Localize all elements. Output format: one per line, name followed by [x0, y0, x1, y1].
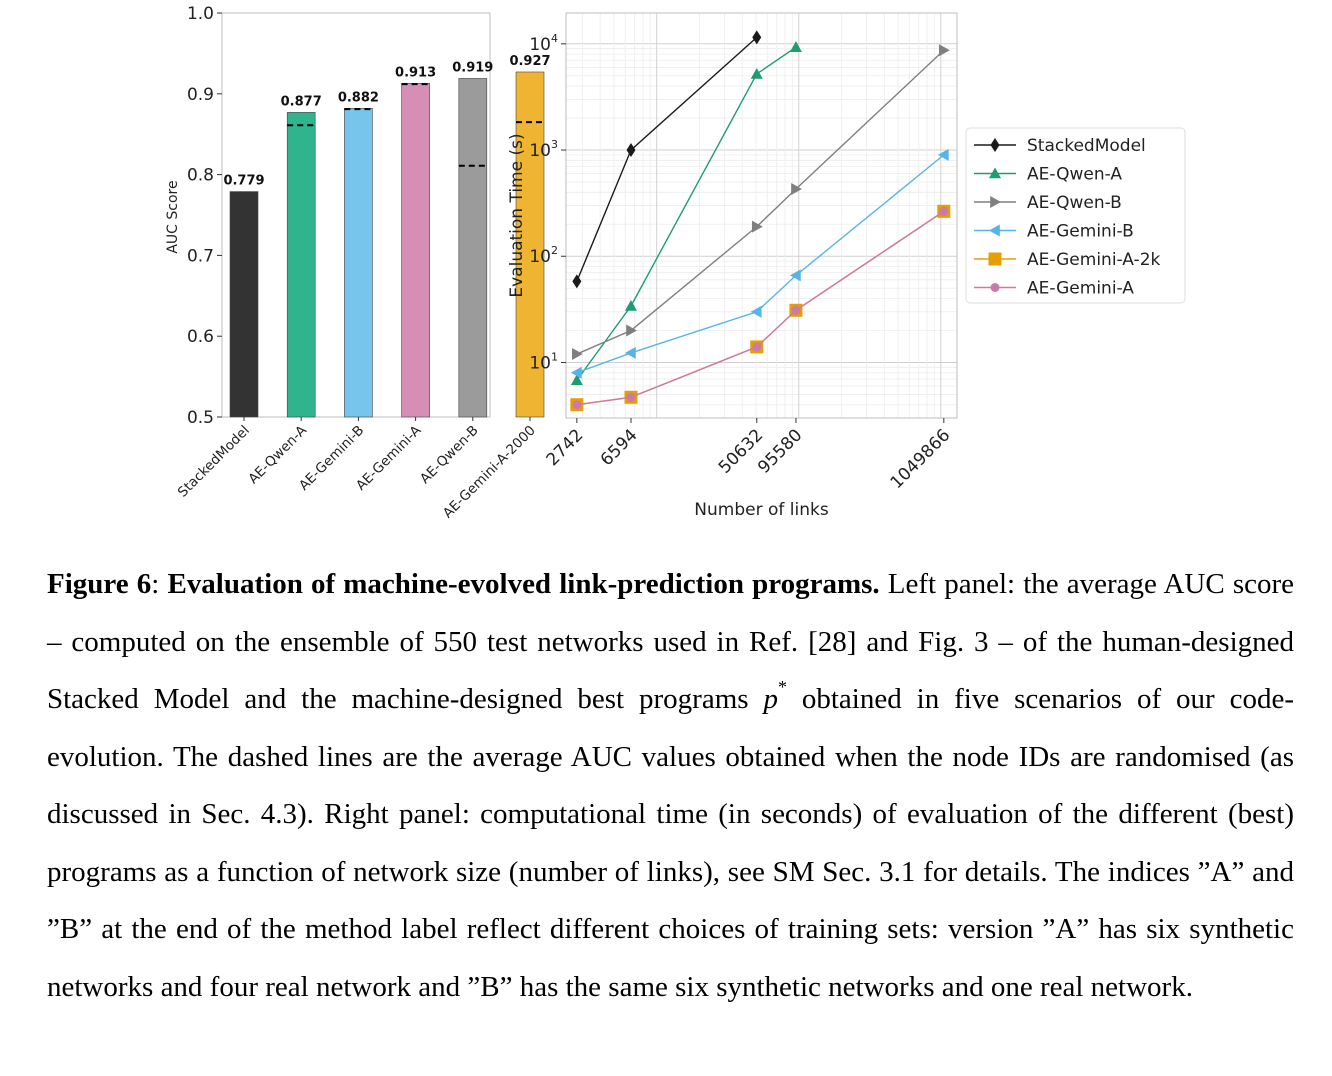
y-tick-exponent: 1 [551, 350, 558, 363]
series-ae-gemini-b [570, 148, 949, 379]
y-axis-label: AUC Score [165, 180, 181, 253]
caption-colon: : [151, 568, 168, 600]
y-tick-label: 102 [529, 244, 558, 267]
data-point [624, 346, 636, 359]
y-tick-label: 103 [529, 138, 558, 161]
legend-label: AE-Gemini-A [1027, 279, 1134, 299]
data-point [791, 305, 801, 315]
legend-marker [989, 224, 1000, 237]
x-tick-label: 2742 [543, 425, 588, 470]
y-tick-exponent: 3 [551, 138, 558, 151]
y-tick-label: 0.6 [187, 327, 214, 347]
series-ae-gemini-a [572, 206, 949, 410]
y-tick-base: 10 [529, 35, 551, 55]
y-tick-label: 101 [529, 350, 558, 373]
caption-math-p: p [763, 683, 778, 715]
line-plot-frame [565, 12, 958, 419]
data-point [572, 348, 583, 361]
legend-box [965, 127, 1186, 304]
bar [515, 71, 545, 418]
data-point [750, 305, 762, 318]
data-point [937, 148, 949, 161]
auc-bar-chart: 0.5 0.6 0.7 0.8 0.9 1.0 AUC Score 0.779 StackedM… [165, 4, 551, 521]
figure-caption: Figure 6: Evaluation of machine-evolved … [47, 556, 1294, 1016]
bar [458, 78, 488, 418]
legend-marker [990, 138, 1000, 152]
data-point [570, 374, 583, 386]
series-ae-qwen-b [572, 44, 950, 361]
data-point [751, 220, 763, 233]
data-point [572, 274, 582, 289]
series-stackedmodel [572, 30, 762, 289]
series-line [576, 154, 945, 374]
legend-label: AE-Qwen-A [1027, 165, 1122, 185]
y-tick-label: 0.8 [187, 166, 214, 186]
data-point [939, 206, 949, 216]
legend-marker [990, 196, 1001, 208]
y-tick-exponent: 4 [551, 32, 558, 45]
bar-value-label: 0.919 [452, 60, 493, 75]
data-point [570, 366, 582, 379]
y-tick-label: 1.0 [187, 4, 214, 24]
data-point [789, 269, 801, 282]
data-point [624, 300, 637, 311]
data-point [626, 324, 637, 337]
x-tick-label: 95580 [754, 425, 806, 477]
caption-title: Evaluation of machine-evolved link-predi… [167, 568, 880, 600]
legend: StackedModel AE-Qwen-A AE-Qwen-B AE-Gemini-… [965, 127, 1186, 304]
y-tick-base: 10 [529, 141, 551, 161]
caption-text-part-2: obtained in five scenarios of our code-e… [47, 683, 1294, 1003]
data-point [626, 392, 636, 402]
data-point [752, 30, 762, 45]
y-axis-label: Evaluation Time (s) [507, 133, 527, 297]
legend-label: AE-Gemini-B [1027, 222, 1134, 242]
legend-label: AE-Gemini-A-2k [1027, 250, 1161, 270]
x-tick-label: 1049866 [887, 425, 955, 493]
bar [229, 191, 259, 418]
series-line [576, 46, 797, 381]
series-line [576, 36, 758, 282]
x-tick-label: 6594 [597, 425, 642, 470]
figure-6: 0.5 0.6 0.7 0.8 0.9 1.0 AUC Score 0.779 StackedM… [165, 4, 1186, 521]
data-point [626, 143, 636, 158]
data-point [791, 182, 802, 195]
legend-label: AE-Qwen-B [1027, 193, 1122, 213]
caption-text-part-1: Left panel: the average AUC score – comp… [47, 568, 1295, 715]
legend-label: StackedModel [1027, 136, 1146, 156]
bar-value-label: 0.913 [395, 65, 436, 80]
series-ae-qwen-a [570, 41, 802, 386]
x-axis-label: Number of links [694, 500, 829, 520]
legend-marker [988, 252, 1002, 266]
bar-value-label: 0.779 [223, 174, 264, 189]
data-point [572, 400, 582, 410]
bar-value-label: 0.882 [338, 90, 379, 105]
caption-label: Figure 6 [47, 568, 152, 600]
legend-marker [989, 167, 1001, 179]
y-tick-label: 0.5 [187, 408, 214, 428]
bar [344, 108, 373, 418]
bar-value-label: 0.927 [509, 54, 550, 69]
bar [286, 112, 316, 418]
y-tick-label: 104 [529, 32, 558, 55]
bar [401, 82, 430, 418]
y-tick-exponent: 2 [551, 244, 558, 257]
legend-marker [990, 283, 1000, 292]
data-point [939, 44, 950, 57]
data-point [750, 67, 763, 79]
bar-value-label: 0.877 [281, 94, 322, 109]
caption-math-superscript: * [777, 677, 787, 698]
x-tick-label: StackedModel [175, 423, 253, 501]
data-point [789, 41, 802, 52]
y-tick-label: 0.7 [187, 246, 214, 266]
y-tick-base: 10 [529, 353, 551, 373]
data-point [752, 342, 762, 352]
y-tick-label: 0.9 [187, 85, 214, 105]
y-tick-base: 10 [529, 247, 551, 267]
